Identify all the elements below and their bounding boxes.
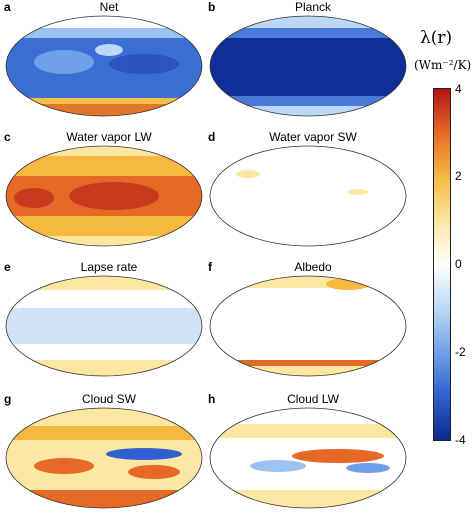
colorbar-tick: 2 — [455, 169, 462, 183]
panel-letter: d — [208, 130, 216, 144]
panel-planck: b Planck — [208, 0, 408, 118]
panel-letter: g — [4, 392, 12, 406]
map-water-vapor-sw — [209, 145, 407, 247]
panel-title: Net — [99, 0, 119, 14]
panel-title: Water vapor LW — [66, 130, 152, 144]
panel-cloud-sw: g Cloud SW — [4, 392, 204, 510]
panel-title: Cloud LW — [287, 392, 339, 406]
map-water-vapor-lw — [5, 145, 203, 247]
panel-title: Albedo — [294, 260, 332, 274]
colorbar-tick: 4 — [455, 82, 462, 96]
colorbar-unit: (Wm⁻²/K) — [414, 58, 472, 72]
panel-letter: a — [4, 0, 11, 14]
panel-letter: b — [208, 0, 216, 14]
panel-cloud-lw: h Cloud LW — [208, 392, 408, 510]
panel-water-vapor-lw: c Water vapor LW — [4, 130, 204, 248]
map-planck — [209, 15, 407, 117]
colorbar-tick: -2 — [455, 345, 466, 359]
panel-title: Planck — [294, 0, 332, 14]
panel-water-vapor-sw: d Water vapor SW — [208, 130, 408, 248]
map-albedo — [209, 275, 407, 377]
panel-title: Lapse rate — [80, 260, 138, 274]
map-lapse-rate — [5, 275, 203, 377]
panel-letter: f — [208, 260, 212, 274]
colorbar-tick: -4 — [455, 433, 466, 447]
panel-albedo: f Albedo — [208, 260, 408, 378]
panel-letter: c — [4, 130, 11, 144]
panel-lapse-rate: e Lapse rate — [4, 260, 204, 378]
map-cloud-lw — [209, 407, 407, 509]
panel-title: Cloud SW — [81, 392, 137, 406]
colorbar-title: λ(r) — [420, 28, 453, 48]
colorbar — [433, 88, 451, 441]
panel-net: a Net — [4, 0, 204, 118]
map-cloud-sw — [5, 407, 203, 509]
colorbar-tick: 0 — [455, 257, 462, 271]
map-net — [5, 15, 203, 117]
panel-title: Water vapor SW — [269, 130, 357, 144]
panel-letter: e — [4, 260, 11, 274]
panel-letter: h — [208, 392, 216, 406]
